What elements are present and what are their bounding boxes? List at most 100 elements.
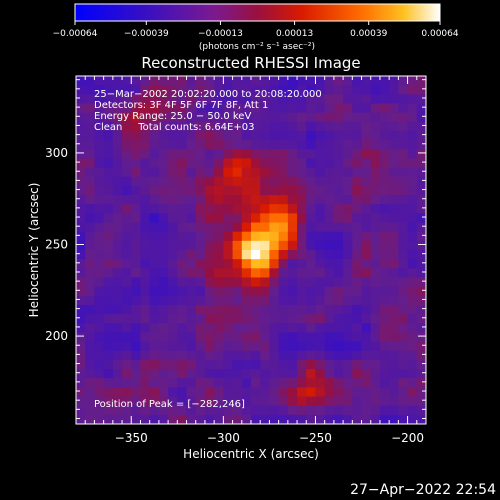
heatmap-cell	[379, 286, 390, 297]
heatmap-cell	[149, 204, 160, 214]
heatmap-cell	[76, 195, 86, 205]
heatmap-cell	[278, 414, 289, 424]
heatmap-cell	[186, 204, 197, 214]
heatmap-cell	[158, 94, 169, 105]
heatmap-cell	[103, 158, 114, 169]
heatmap-cell	[195, 277, 206, 288]
heatmap-cell	[76, 250, 86, 260]
heatmap-cell	[278, 332, 289, 343]
heatmap-cell	[352, 295, 363, 306]
heatmap-cell	[112, 250, 123, 260]
heatmap-cell	[149, 259, 160, 269]
heatmap-cell	[352, 231, 363, 242]
heatmap-cell	[389, 240, 399, 251]
heatmap-cell	[269, 94, 280, 105]
heatmap-cell	[85, 286, 96, 297]
heatmap-cell	[204, 158, 215, 169]
heatmap-cell	[251, 85, 261, 95]
heatmap-cell	[76, 268, 86, 279]
heatmap-cell	[370, 149, 381, 160]
heatmap-cell	[204, 286, 215, 297]
heatmap-cell	[251, 149, 261, 160]
heatmap-cell	[324, 76, 335, 86]
heatmap-cell	[112, 277, 123, 288]
heatmap-cell	[407, 268, 418, 279]
heatmap-cell	[343, 195, 353, 205]
heatmap-cell	[122, 277, 132, 288]
heatmap-cell	[343, 121, 353, 132]
x-tick-label: −250	[299, 431, 332, 445]
heatmap-cell	[324, 158, 335, 169]
heatmap-cell	[195, 268, 206, 279]
heatmap-cell	[122, 103, 132, 114]
heatmap-cell	[186, 405, 197, 416]
heatmap-cell	[122, 350, 132, 361]
heatmap-cell	[260, 359, 271, 370]
annotation-peak-position: Position of Peak = [−282,246]	[94, 399, 245, 410]
heatmap-cell	[416, 112, 426, 123]
heatmap-cell	[149, 112, 160, 123]
heatmap-cell	[389, 112, 399, 123]
heatmap-cell	[343, 103, 353, 114]
heatmap-cell	[76, 112, 86, 123]
heatmap-cell	[195, 204, 206, 214]
heatmap-cell	[352, 112, 363, 123]
heatmap-cell	[140, 112, 151, 123]
heatmap-cell	[324, 314, 335, 324]
heatmap-cell	[177, 103, 188, 114]
heatmap-cell	[361, 240, 372, 251]
x-axis-ticks: −350 −300 −250 −200	[84, 76, 427, 445]
heatmap-cell	[287, 130, 298, 141]
heatmap-cell	[333, 85, 344, 95]
heatmap-cell	[122, 167, 132, 178]
heatmap-cell	[324, 85, 335, 95]
heatmap-cell	[333, 204, 344, 214]
heatmap-cell	[379, 158, 390, 169]
heatmap-cell	[76, 304, 86, 315]
heatmap-cell	[103, 259, 114, 269]
heatmap-cell	[278, 231, 289, 242]
heatmap-cell	[379, 250, 390, 260]
heatmap-cell	[416, 195, 426, 205]
heatmap-cell	[94, 387, 105, 398]
heatmap-cell	[278, 405, 289, 416]
heatmap-cell	[278, 341, 289, 352]
heatmap-cell	[398, 250, 409, 260]
heatmap-cell	[122, 94, 132, 105]
x-tick-label: −200	[391, 431, 424, 445]
heatmap-cell	[251, 286, 261, 297]
heatmap-cell	[352, 140, 363, 150]
heatmap-cell	[131, 295, 142, 306]
heatmap-cell	[177, 85, 188, 95]
heatmap-cell	[398, 130, 409, 141]
heatmap-cell	[343, 149, 353, 160]
heatmap-cell	[315, 130, 326, 141]
heatmap-cell	[122, 387, 132, 398]
heatmap-cell	[112, 323, 123, 334]
heatmap-cell	[297, 222, 307, 233]
heatmap-cell	[149, 195, 160, 205]
heatmap-cell	[94, 222, 105, 233]
heatmap-cell	[324, 414, 335, 424]
heatmap-cell	[195, 304, 206, 315]
heatmap-cell	[195, 250, 206, 260]
heatmap-cell	[398, 314, 409, 324]
heatmap-cell	[416, 414, 426, 424]
heatmap-cell	[278, 222, 289, 233]
heatmap-cell	[361, 158, 372, 169]
heatmap-cell	[306, 268, 317, 279]
heatmap-cell	[278, 277, 289, 288]
heatmap-cell	[287, 405, 298, 416]
heatmap-cell	[168, 213, 178, 224]
heatmap-cell	[260, 94, 271, 105]
heatmap-cell	[112, 76, 123, 86]
footer-timestamp: 27−Apr−2022 22:54	[350, 482, 496, 498]
heatmap-cell	[214, 121, 224, 132]
heatmap-cell	[149, 405, 160, 416]
heatmap-cell	[168, 350, 178, 361]
heatmap-cell	[103, 112, 114, 123]
heatmap-cell	[241, 85, 252, 95]
heatmap-cell	[416, 295, 426, 306]
heatmap-cell	[260, 176, 271, 187]
heatmap-cell	[85, 121, 96, 132]
